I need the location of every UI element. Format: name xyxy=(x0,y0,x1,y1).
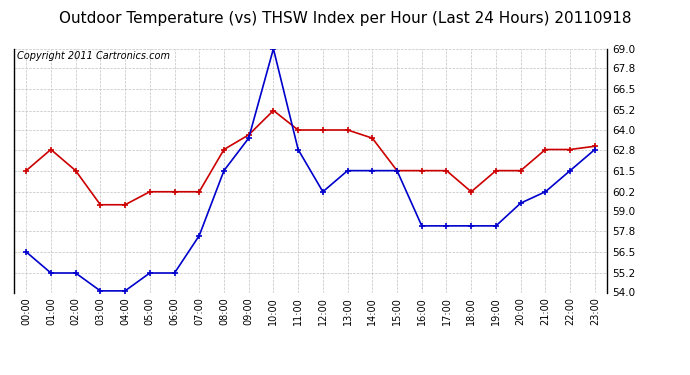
Text: Outdoor Temperature (vs) THSW Index per Hour (Last 24 Hours) 20110918: Outdoor Temperature (vs) THSW Index per … xyxy=(59,11,631,26)
Text: Copyright 2011 Cartronics.com: Copyright 2011 Cartronics.com xyxy=(17,51,170,61)
